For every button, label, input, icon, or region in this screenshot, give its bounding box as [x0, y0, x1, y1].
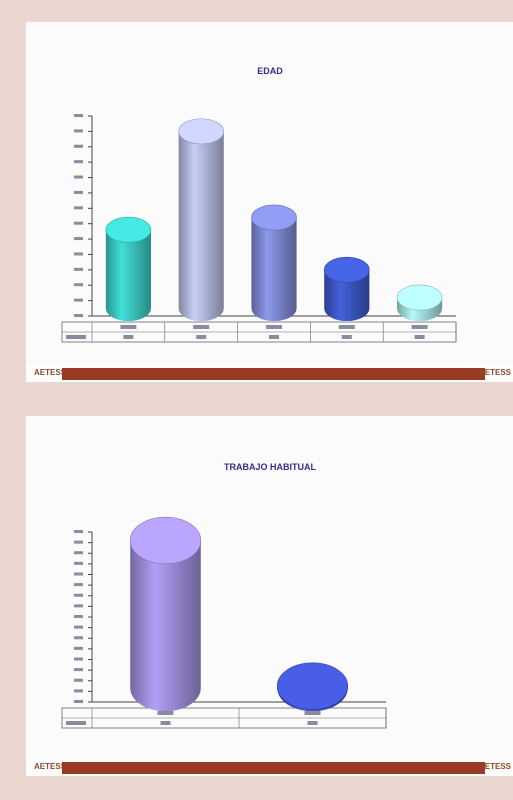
slide-edad: EDAD AETESS AETESS — [26, 22, 513, 382]
y-tick-label — [74, 314, 83, 317]
bar-2 — [251, 217, 297, 322]
y-tick-label — [74, 530, 83, 533]
y-tick-label — [74, 615, 83, 618]
value-label-2 — [269, 335, 279, 339]
value-label-3 — [341, 335, 352, 339]
value-label-1 — [196, 335, 207, 339]
bar-top-1 — [178, 118, 225, 145]
chart-title: EDAD — [257, 66, 283, 76]
data-table-row-label — [66, 335, 86, 339]
logo-right-icon: AETESS — [478, 368, 511, 377]
category-label-1 — [304, 711, 321, 715]
value-label-0 — [160, 721, 171, 725]
y-tick-label — [74, 267, 83, 271]
y-tick-label — [74, 160, 83, 164]
y-tick-label — [74, 190, 83, 194]
bar-0 — [130, 540, 201, 712]
logo-right-icon: AETESS — [478, 762, 511, 771]
bar-3 — [324, 269, 370, 322]
y-tick-label — [74, 551, 83, 555]
bar-top-3 — [323, 256, 370, 283]
y-tick-label — [74, 657, 83, 661]
y-tick-label — [74, 700, 83, 703]
y-tick-label — [74, 689, 83, 693]
banner-bar — [62, 368, 485, 380]
y-tick-label — [74, 636, 83, 640]
y-tick-label — [74, 129, 83, 133]
data-table-row-label — [66, 721, 86, 725]
y-tick-label — [74, 668, 83, 672]
y-tick-label — [74, 221, 83, 225]
y-tick-label — [74, 252, 83, 256]
y-tick-label — [74, 206, 83, 210]
logo-left-icon: AETESS — [34, 762, 67, 771]
bar-top-4 — [396, 284, 443, 311]
banner-bar — [62, 762, 485, 774]
y-tick-label — [74, 144, 83, 148]
chart-edad: EDAD — [61, 66, 457, 343]
bar-1 — [178, 131, 224, 322]
y-tick-label — [74, 678, 83, 682]
category-label-1 — [193, 325, 210, 329]
value-label-0 — [123, 335, 134, 339]
y-tick-label — [74, 604, 83, 608]
bar-top-0 — [105, 216, 152, 243]
category-label-4 — [411, 325, 428, 329]
bar-top-0 — [129, 516, 202, 565]
category-label-3 — [338, 325, 355, 329]
chart-trabajo-habitual: TRABAJO HABITUAL — [61, 462, 387, 729]
logo-left-icon: AETESS — [34, 368, 67, 377]
footer-banner: AETESS AETESS — [26, 760, 513, 776]
separator — [0, 382, 513, 394]
y-tick-label — [74, 646, 83, 650]
category-label-0 — [120, 325, 137, 329]
y-tick-label — [74, 583, 83, 587]
y-tick-label — [74, 561, 83, 565]
bar-top-1 — [276, 662, 349, 710]
y-tick-label — [74, 283, 83, 287]
y-tick-label — [74, 540, 83, 544]
y-tick-label — [74, 298, 83, 302]
footer-banner: AETESS AETESS — [26, 366, 513, 382]
slide-trabajo-habitual: TRABAJO HABITUAL AETESS AETESS — [26, 416, 513, 776]
chart-title: TRABAJO HABITUAL — [224, 462, 316, 472]
y-tick-label — [74, 237, 83, 241]
y-tick-label — [74, 572, 83, 576]
category-label-0 — [157, 711, 174, 715]
value-label-4 — [414, 335, 425, 339]
value-label-1 — [307, 721, 318, 725]
y-tick-label — [74, 175, 83, 179]
category-label-2 — [266, 325, 282, 329]
bar-0 — [105, 229, 151, 322]
y-tick-label — [74, 625, 83, 629]
y-tick-label — [74, 593, 83, 597]
bar-top-2 — [251, 204, 297, 231]
y-tick-label — [74, 114, 83, 117]
